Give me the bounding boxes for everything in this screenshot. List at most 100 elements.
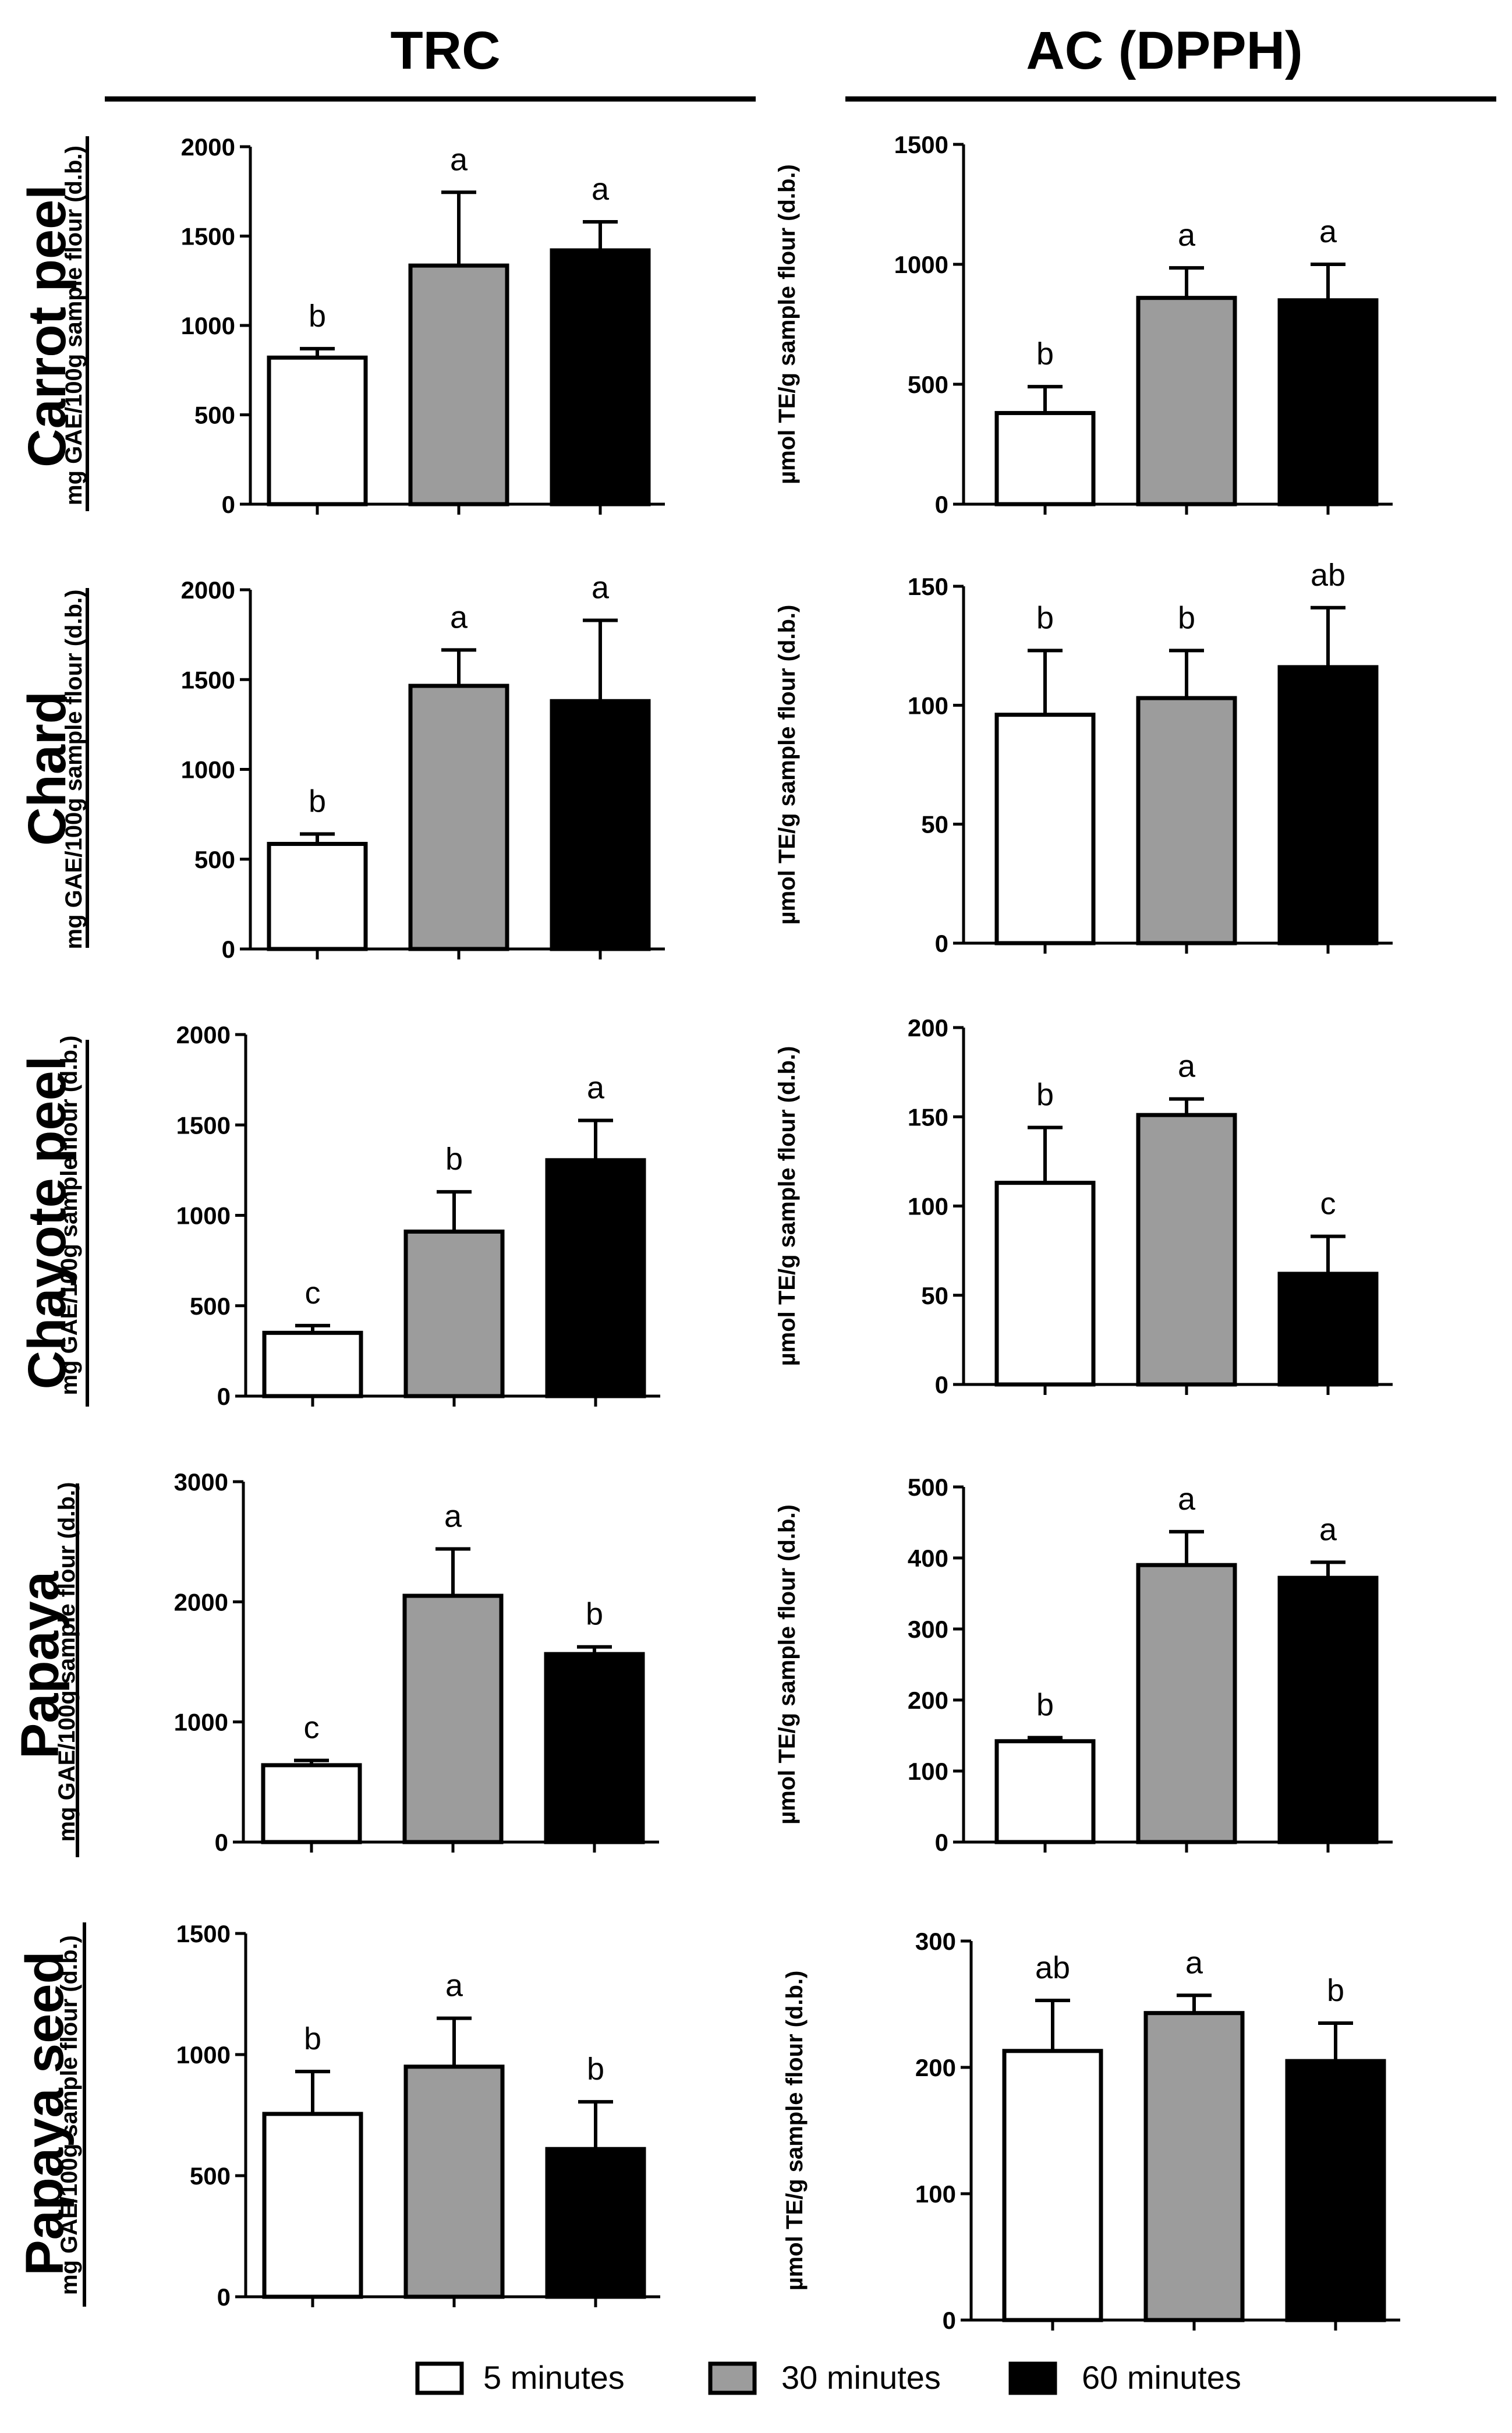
panel-chard-ac: 0 50 100 150 µmol TE/g sample flour (d.b.) b b… bbox=[774, 558, 1393, 957]
row-label-papaya-seed: Papaya seed bbox=[15, 1922, 86, 2307]
bar-60-minutes bbox=[1277, 665, 1379, 945]
y-tick-label: 100 bbox=[908, 692, 948, 719]
legend-label-30-minutes: 30 minutes bbox=[781, 2359, 941, 2396]
bar-30-minutes bbox=[403, 2064, 505, 2299]
bar-5-minutes bbox=[262, 1330, 363, 1398]
y-tick-label: 1500 bbox=[176, 1111, 231, 1139]
bar-60-minutes bbox=[1277, 1272, 1379, 1387]
significance-label: b bbox=[1036, 337, 1054, 371]
row-label-carrot-peel: Carrot peel bbox=[17, 136, 89, 511]
bar-5-minutes bbox=[262, 2112, 363, 2299]
column-header-trc: TRC bbox=[105, 21, 756, 102]
y-axis-label: µmol TE/g sample flour (d.b.) bbox=[774, 164, 800, 484]
significance-label: a bbox=[1178, 218, 1196, 253]
y-axis-label: µmol TE/g sample flour (d.b.) bbox=[774, 1504, 800, 1825]
y-tick-label: 2000 bbox=[174, 1588, 228, 1616]
bar-5-minutes bbox=[994, 1181, 1096, 1387]
y-tick-label: 1000 bbox=[894, 251, 948, 278]
column-header-ac: AC (DPPH) bbox=[845, 21, 1496, 102]
significance-label: a bbox=[1319, 1512, 1337, 1547]
significance-label: b bbox=[309, 299, 326, 334]
y-tick-label: 1000 bbox=[176, 1202, 231, 1230]
row-label-papaya: Papaya bbox=[10, 1483, 79, 1857]
row-label-chard: Chard bbox=[17, 588, 89, 948]
y-tick-label: 0 bbox=[935, 1371, 948, 1398]
y-tick-label: 500 bbox=[908, 1474, 948, 1501]
bar-30-minutes bbox=[1136, 296, 1237, 507]
bar-60-minutes bbox=[1285, 2059, 1386, 2322]
y-tick-label: 1000 bbox=[176, 2041, 231, 2069]
y-tick-label: 3000 bbox=[174, 1468, 228, 1496]
bar-30-minutes bbox=[403, 1229, 505, 1398]
y-tick-label: 300 bbox=[915, 1928, 956, 1955]
y-tick-label: 1500 bbox=[176, 1920, 231, 1947]
significance-label: b bbox=[309, 784, 326, 819]
y-tick-label: 0 bbox=[935, 930, 948, 957]
y-axis-label: µmol TE/g sample flour (d.b.) bbox=[774, 605, 800, 925]
bar-60-minutes bbox=[550, 248, 651, 507]
significance-label: ab bbox=[1311, 558, 1345, 593]
y-tick-label: 100 bbox=[915, 2180, 956, 2208]
significance-label: b bbox=[1036, 1688, 1054, 1723]
y-tick-label: 50 bbox=[921, 811, 948, 838]
row-label-chayote-peel: Chayote peel bbox=[17, 1040, 89, 1407]
row-label-chayote-peel-text: Chayote peel bbox=[17, 1056, 77, 1390]
significance-label: b bbox=[587, 2052, 604, 2087]
significance-label: b bbox=[1327, 1973, 1344, 2008]
y-tick-label: 100 bbox=[908, 1193, 948, 1220]
row-label-chard-text: Chard bbox=[17, 691, 77, 846]
legend-label-5-minutes: 5 minutes bbox=[483, 2359, 625, 2396]
bar-30-minutes bbox=[1136, 1113, 1237, 1387]
panel-chard-trc: 0 500 1000 1500 2000 mg GAE/100g sample flour… bbox=[61, 570, 665, 963]
y-tick-label: 500 bbox=[908, 371, 948, 398]
bar-5-minutes bbox=[261, 1763, 362, 1844]
y-tick-label: 500 bbox=[194, 846, 235, 873]
bar-5-minutes bbox=[1002, 2049, 1103, 2322]
y-tick-label: 0 bbox=[935, 491, 948, 518]
y-tick-label: 1500 bbox=[181, 666, 235, 693]
legend-label-60-minutes: 60 minutes bbox=[1082, 2359, 1241, 2396]
row-label-carrot-peel-text: Carrot peel bbox=[17, 185, 77, 468]
bar-60-minutes bbox=[545, 1158, 646, 1398]
significance-label: a bbox=[587, 1070, 605, 1105]
bar-5-minutes bbox=[994, 1739, 1096, 1844]
y-tick-label: 1500 bbox=[894, 131, 948, 158]
bar-5-minutes bbox=[267, 842, 368, 951]
significance-label: c bbox=[304, 1710, 320, 1745]
significance-label: c bbox=[305, 1276, 321, 1311]
y-tick-label: 200 bbox=[908, 1687, 948, 1714]
y-axis-label: mg GAE/100g sample flour (d.b.) bbox=[61, 146, 87, 505]
y-tick-label: 0 bbox=[217, 1383, 231, 1410]
legend: 5 minutes 30 minutes 60 minutes bbox=[415, 2359, 1241, 2396]
bar-30-minutes bbox=[1143, 2011, 1245, 2322]
bar-5-minutes bbox=[994, 410, 1096, 507]
panel-chayote-peel-trc: 0 500 1000 1500 2000 mg GAE/100g sample flour… bbox=[56, 1021, 660, 1410]
y-tick-label: 400 bbox=[908, 1545, 948, 1572]
y-axis-label: µmol TE/g sample flour (d.b.) bbox=[782, 1971, 808, 2291]
panel-carrot-peel-ac: 0 500 1000 1500 µmol TE/g sample flour (d.b.… bbox=[774, 131, 1393, 518]
bar-60-minutes bbox=[1277, 298, 1379, 507]
panel-chayote-peel-ac: 0 50 100 150 200 µmol TE/g sample flour (d.b.… bbox=[774, 1014, 1393, 1398]
y-tick-label: 2000 bbox=[181, 576, 235, 604]
significance-label: a bbox=[1178, 1049, 1196, 1084]
bar-60-minutes bbox=[544, 1652, 645, 1844]
significance-label: a bbox=[450, 142, 468, 177]
significance-label: b bbox=[1036, 600, 1054, 635]
significance-label: a bbox=[1178, 1482, 1196, 1517]
y-tick-label: 200 bbox=[915, 2054, 956, 2081]
y-axis-label: mg GAE/100g sample flour (d.b.) bbox=[56, 1036, 82, 1396]
y-tick-label: 500 bbox=[190, 2162, 231, 2190]
row-label-papaya-text: Papaya bbox=[10, 1571, 70, 1759]
y-axis-label: mg GAE/100g sample flour (d.b.) bbox=[56, 1935, 82, 2295]
y-tick-label: 0 bbox=[222, 491, 235, 518]
y-tick-label: 150 bbox=[908, 573, 948, 600]
y-tick-label: 1000 bbox=[174, 1709, 228, 1736]
y-axis-label: mg GAE/100g sample flour (d.b.) bbox=[54, 1482, 80, 1842]
y-tick-label: 0 bbox=[215, 1829, 228, 1856]
y-tick-label: 0 bbox=[943, 2307, 956, 2334]
significance-label: c bbox=[1320, 1187, 1336, 1221]
legend-swatch-60-minutes bbox=[1008, 2361, 1057, 2395]
significance-label: a bbox=[445, 1968, 463, 2003]
significance-label: a bbox=[450, 600, 468, 635]
